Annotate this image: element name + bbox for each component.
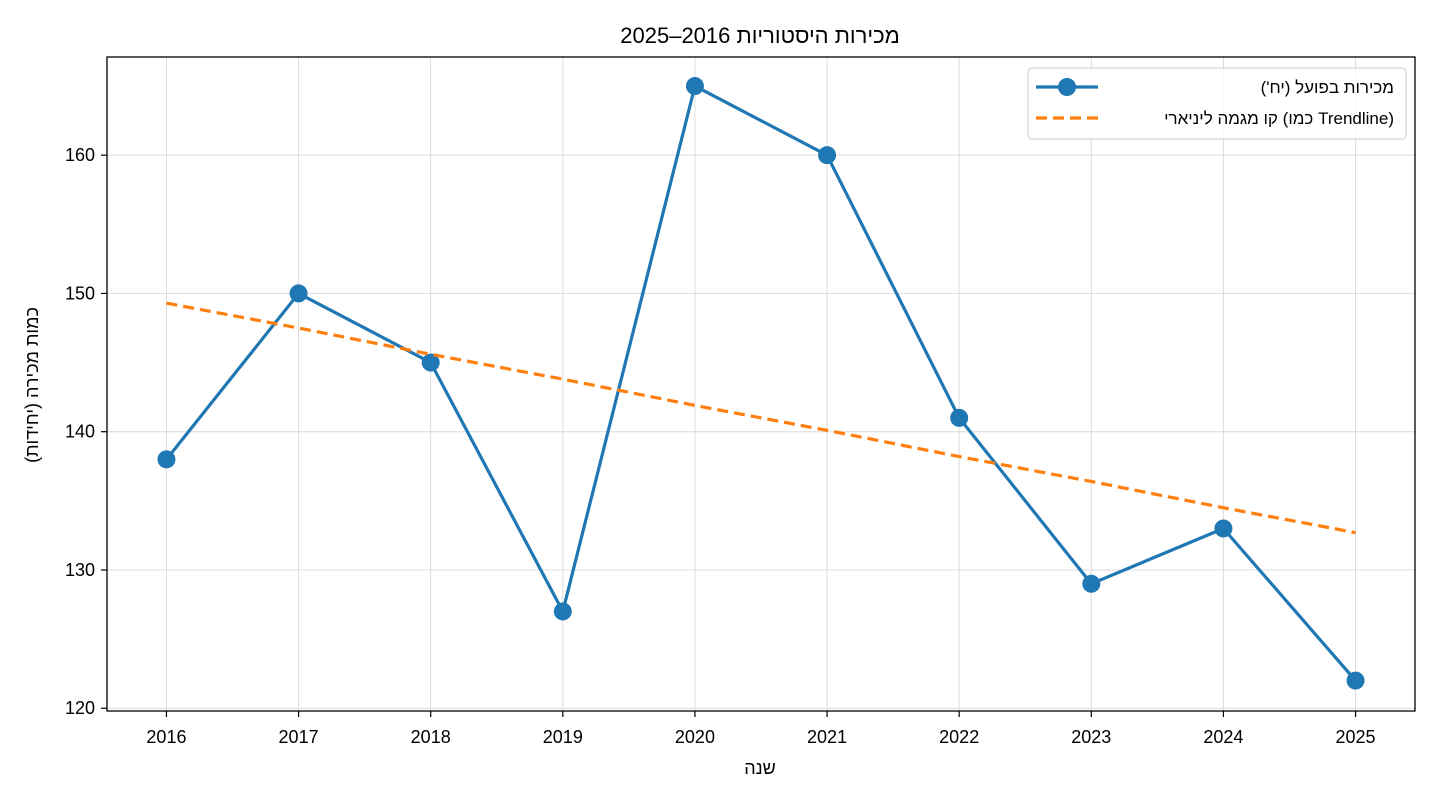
sales-point (553, 602, 572, 621)
x-tick-label: 2021 (807, 727, 847, 747)
grid (107, 57, 1415, 711)
x-tick-label: 2018 (411, 727, 451, 747)
x-tick-label: 2020 (675, 727, 715, 747)
sales-point (685, 77, 704, 96)
legend-swatch-marker (1058, 78, 1076, 96)
chart-title: מכירות היסטוריות 2016–2025 (620, 23, 900, 48)
y-tick-label: 160 (65, 145, 95, 165)
sales-point (1346, 671, 1365, 690)
x-tick-label: 2023 (1071, 727, 1111, 747)
x-tick-label: 2024 (1203, 727, 1243, 747)
series-layer (157, 77, 1365, 690)
y-axis-label: כמות מכירה (יחידות) (22, 307, 42, 463)
sales-point (289, 284, 308, 303)
plot-frame (106, 56, 1416, 712)
y-tick-label: 120 (65, 698, 95, 718)
axes: 2016 2017 2018 2019 2020 2021 2022 2023 2024 2025… (65, 56, 1416, 747)
legend: מכירות בפועל (יח') קו מגמה ליניארי (כמו T… (1027, 67, 1407, 140)
x-tick-label: 2022 (939, 727, 979, 747)
sales-point (421, 353, 440, 372)
y-tick-label: 150 (65, 283, 95, 303)
legend-box (1027, 67, 1407, 140)
legend-label: מכירות בפועל (יח') (1261, 78, 1394, 97)
x-tick-label: 2016 (146, 727, 186, 747)
y-tick-label: 130 (65, 560, 95, 580)
sales-point (950, 408, 969, 427)
sales-line (165, 84, 1357, 682)
sales-point (1082, 574, 1101, 593)
x-axis-label: שנה (744, 758, 776, 778)
sales-point (1214, 519, 1233, 538)
sales-point (818, 146, 837, 165)
x-tick-label: 2019 (543, 727, 583, 747)
trend-line (166, 301, 1356, 535)
legend-label: קו מגמה ליניארי (כמו Trendline) (1164, 109, 1394, 128)
x-tick-label: 2017 (279, 727, 319, 747)
y-tick-label: 140 (65, 422, 95, 442)
x-tick-label: 2025 (1336, 727, 1376, 747)
sales-point (157, 450, 176, 469)
